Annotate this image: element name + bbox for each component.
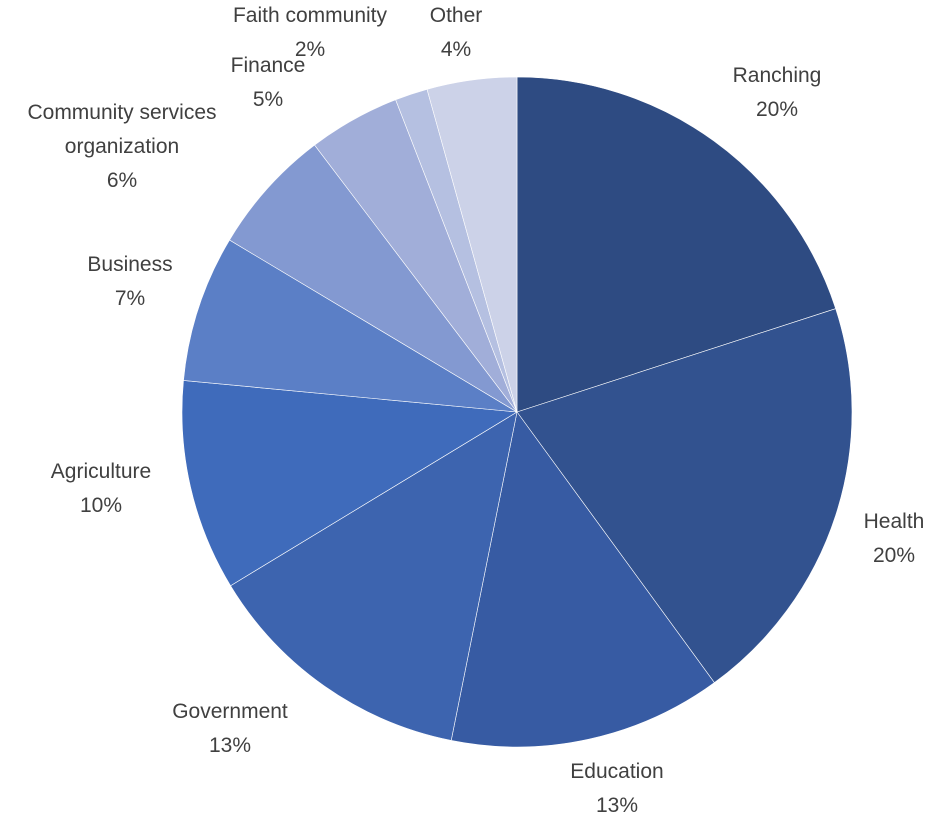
pie-label-ranching: Ranching — [733, 64, 822, 87]
pie-percent-agriculture: 10% — [80, 494, 122, 517]
pie-slice-business — [183, 239, 518, 413]
pie-percent-finance: 5% — [253, 88, 283, 111]
pie-label-business: Business — [87, 253, 172, 276]
pie-labels: Ranching 20% Health 20% Education 13% Governme… — [27, 4, 924, 817]
pie-percent-ranching: 20% — [756, 98, 798, 121]
pie-percent-education: 13% — [596, 794, 638, 817]
pie-label-finance: Finance — [231, 54, 306, 77]
pie-slice-ranching — [516, 76, 837, 413]
pie-percent-government: 13% — [209, 734, 251, 757]
pie-label-agriculture: Agriculture — [51, 460, 151, 483]
pie-slice-government — [230, 411, 518, 741]
pie-slice-health — [516, 308, 853, 684]
pie-label-community-services-organization-line-1: Community services — [27, 101, 216, 124]
pie-label-government: Government — [172, 700, 288, 723]
pie-slices — [181, 76, 853, 748]
pie-label-health: Health — [864, 510, 925, 533]
pie-label-faith-community: Faith community — [233, 4, 388, 27]
pie-percent-business: 7% — [115, 287, 145, 310]
pie-percent-health: 20% — [873, 544, 915, 567]
pie-percent-other: 4% — [441, 38, 471, 61]
pie-slice-other — [426, 76, 518, 413]
pie-label-education: Education — [570, 760, 663, 783]
pie-slice-education — [450, 411, 715, 748]
pie-slice-agriculture — [181, 380, 518, 587]
pie-label-community-services-organization-line-2: organization — [65, 135, 179, 158]
pie-percent-faith-community: 2% — [295, 38, 325, 61]
pie-percent-community-services-organization: 6% — [107, 169, 137, 192]
pie-label-other: Other — [430, 4, 483, 27]
pie-slice-community-services-organization — [229, 144, 518, 413]
